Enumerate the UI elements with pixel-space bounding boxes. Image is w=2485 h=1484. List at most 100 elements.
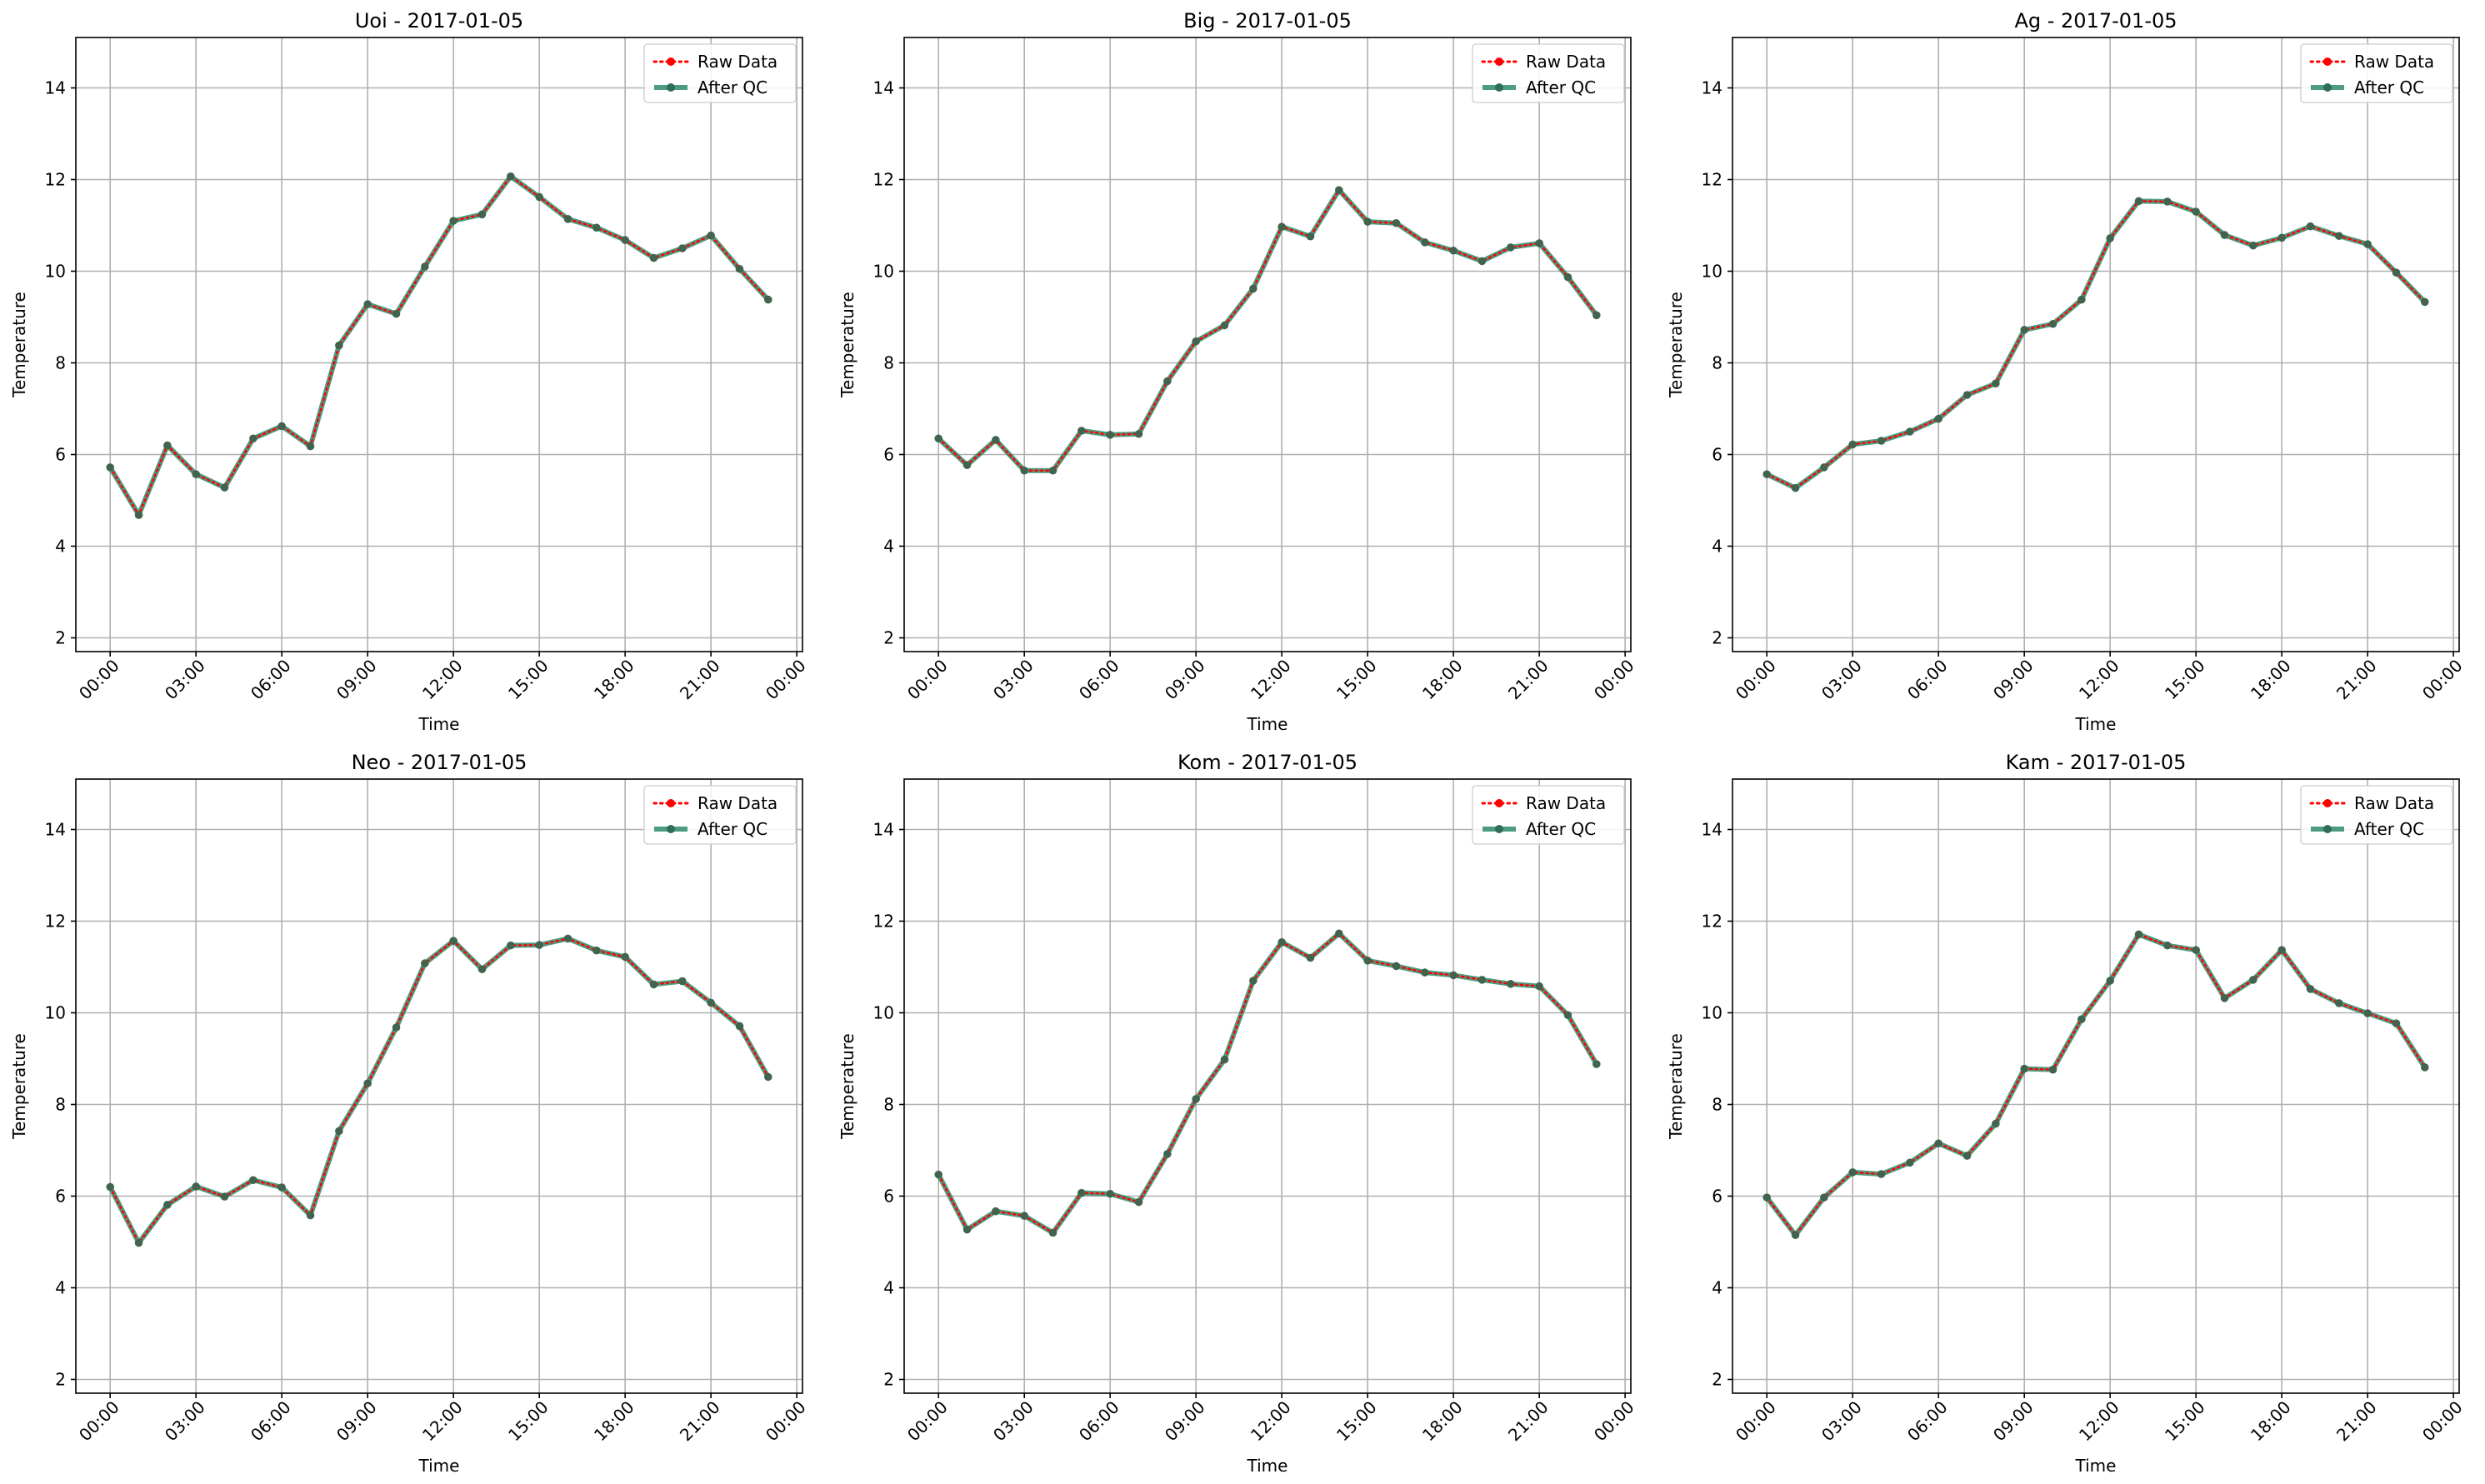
data-point-after-qc (306, 442, 315, 451)
data-point-after-qc (1048, 1228, 1058, 1237)
y-axis-label: Temperature (1666, 292, 1686, 398)
x-tick-label: 00:00 (75, 656, 123, 704)
y-tick-label: 14 (45, 820, 66, 840)
x-tick-label: 09:00 (1989, 1397, 2038, 1446)
y-tick-label: 14 (873, 820, 894, 840)
x-tick-label: 00:00 (1732, 656, 1780, 704)
y-tick-label: 10 (1702, 262, 1722, 282)
x-tick-label: 09:00 (1161, 656, 1209, 704)
data-point-after-qc (1335, 186, 1343, 194)
y-tick-label: 4 (883, 1278, 894, 1298)
chart-svg: 2 4 6 8 10 12 14 00:00 03:00 06:00 09:00 12:00 15:00… (838, 751, 1638, 1476)
x-tick-label: 00:00 (1590, 656, 1638, 704)
x-tick-label: 18:00 (590, 656, 638, 704)
data-point-after-qc (1762, 470, 1771, 478)
data-point-after-qc (649, 253, 658, 262)
y-tick-label: 4 (55, 537, 66, 557)
chart-title: Big - 2017-01-05 (1183, 9, 1352, 32)
y-tick-label: 8 (55, 353, 66, 373)
data-point-after-qc (2048, 1065, 2058, 1074)
data-points (1762, 197, 2429, 492)
data-point-after-qc (2078, 1015, 2086, 1023)
x-tick-label: 18:00 (2247, 1397, 2295, 1446)
data-point-after-qc (2163, 941, 2172, 950)
data-point-after-qc (2363, 240, 2372, 248)
data-point-after-qc (1934, 414, 1942, 423)
legend-marker-after-qc (2323, 825, 2332, 833)
series-line-after-qc (1764, 932, 2428, 1238)
data-point-after-qc (563, 215, 572, 223)
x-tick-label: 06:00 (247, 1397, 295, 1446)
chart-panel: 2 4 6 8 10 12 14 00:00 03:00 06:00 09:00 12:00 15:00… (1657, 0, 2485, 742)
series-line-after-qc (108, 936, 771, 1246)
series-line-raw-data (108, 174, 770, 517)
data-point-after-qc (1449, 971, 1458, 980)
data-points (934, 929, 1601, 1237)
data-point-after-qc (163, 1201, 172, 1209)
y-axis: 2 4 6 8 10 12 14 (1702, 78, 1732, 648)
x-tick-label: 03:00 (1818, 656, 1866, 704)
data-point-after-qc (278, 422, 286, 431)
series-line-raw-data (1765, 932, 2427, 1237)
x-axis: 00:00 03:00 06:00 09:00 12:00 15:00 18:00 21:00… (903, 652, 1638, 703)
data-point-after-qc (962, 1225, 972, 1234)
x-tick-label: 09:00 (332, 1397, 381, 1446)
series-line-after-qc (1764, 198, 2428, 491)
x-tick-label: 21:00 (2332, 1397, 2381, 1446)
chart-svg: 2 4 6 8 10 12 14 00:00 03:00 06:00 09:00 12:00 15:00… (9, 9, 810, 734)
data-point-after-qc (1449, 246, 1458, 255)
grid (904, 37, 1631, 652)
data-point-after-qc (2392, 1019, 2401, 1027)
data-point-after-qc (249, 1176, 258, 1185)
data-points (106, 172, 772, 519)
y-tick-label: 6 (55, 445, 66, 465)
x-tick-label: 12:00 (418, 656, 467, 704)
chart-title: Kom - 2017-01-05 (1178, 751, 1358, 774)
legend-label-after-qc: After QC (1526, 819, 1596, 839)
chart-title: Neo - 2017-01-05 (352, 751, 528, 774)
data-point-after-qc (192, 1182, 200, 1191)
data-point-after-qc (1220, 321, 1229, 330)
y-tick-label: 2 (883, 628, 894, 648)
x-axis: 00:00 03:00 06:00 09:00 12:00 15:00 18:00 21:00… (75, 652, 810, 703)
grid (1732, 779, 2459, 1393)
y-tick-label: 10 (45, 262, 66, 282)
data-point-after-qc (1820, 463, 1828, 472)
data-point-after-qc (535, 941, 543, 949)
data-point-after-qc (1478, 257, 1487, 266)
series-line-after-qc (108, 173, 771, 518)
data-point-after-qc (1535, 982, 1543, 991)
data-point-after-qc (1848, 1168, 1857, 1177)
y-tick-label: 8 (883, 1095, 894, 1115)
chart-svg: 2 4 6 8 10 12 14 00:00 03:00 06:00 09:00 12:00 15:00… (1666, 751, 2467, 1476)
data-point-after-qc (220, 483, 229, 492)
data-point-after-qc (1249, 977, 1258, 985)
data-point-after-qc (1762, 1193, 1771, 1202)
y-tick-label: 6 (55, 1187, 66, 1207)
chart-panel: 2 4 6 8 10 12 14 00:00 03:00 06:00 09:00 12:00 15:00… (828, 0, 1657, 742)
data-point-after-qc (2020, 1064, 2028, 1073)
data-point-after-qc (363, 1079, 372, 1087)
data-point-after-qc (134, 1238, 143, 1247)
x-tick-label: 12:00 (1247, 656, 1295, 704)
data-point-after-qc (535, 192, 543, 202)
y-tick-label: 8 (1712, 1095, 1722, 1115)
plot-frame (1732, 778, 2460, 1394)
data-point-after-qc (1592, 311, 1601, 320)
legend-label-after-qc: After QC (1526, 77, 1596, 97)
y-axis: 2 4 6 8 10 12 14 (1702, 820, 1732, 1390)
x-axis: 00:00 03:00 06:00 09:00 12:00 15:00 18:00 21:00… (75, 1393, 810, 1445)
data-point-after-qc (1020, 466, 1028, 475)
y-tick-label: 14 (1702, 820, 1722, 840)
data-points (1762, 930, 2429, 1240)
y-tick-label: 2 (55, 1370, 66, 1390)
legend-label-after-qc: After QC (2354, 819, 2424, 839)
x-tick-label: 00:00 (1590, 1397, 1638, 1446)
data-point-after-qc (707, 231, 715, 240)
data-point-after-qc (962, 461, 972, 469)
data-point-after-qc (392, 1023, 401, 1032)
y-axis: 2 4 6 8 10 12 14 (45, 820, 76, 1390)
data-point-after-qc (1934, 1139, 1942, 1148)
chart-svg: 2 4 6 8 10 12 14 00:00 03:00 06:00 09:00 12:00 15:00… (1666, 9, 2467, 734)
y-tick-label: 2 (55, 628, 66, 648)
